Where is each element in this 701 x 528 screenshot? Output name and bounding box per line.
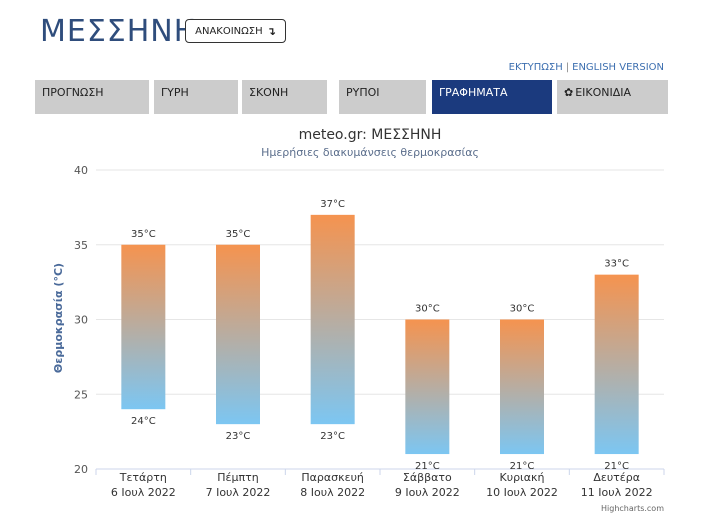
chart-title: meteo.gr: ΜΕΣΣΗΝΗ bbox=[299, 127, 442, 143]
y-tick-label: 35 bbox=[74, 239, 88, 252]
x-day-label: Κυριακή bbox=[500, 471, 545, 484]
high-temp-label: 30°C bbox=[415, 304, 440, 315]
tab-forecast[interactable]: ΠΡΟΓΝΩΣΗ bbox=[35, 80, 149, 114]
temperature-bars: 35°C 24°C 35°C 23°C 37°C 23°C 30°C 21°C 30°C 21°C… bbox=[121, 199, 639, 472]
tab-label: ΓΥΡΗ bbox=[161, 86, 189, 99]
arrow-down-return-icon: ↴ bbox=[266, 24, 276, 38]
x-date-label: 6 Ιουλ 2022 bbox=[111, 486, 176, 499]
tab-charts[interactable]: ΓΡΑΦΗΜΑΤΑ bbox=[432, 80, 552, 114]
y-axis-ticks: 20 25 30 35 40 bbox=[74, 164, 88, 476]
tab-label: ΕΙΚΟΝΙΔΙΑ bbox=[575, 86, 632, 99]
y-tick-label: 30 bbox=[74, 314, 88, 327]
x-date-label: 7 Ιουλ 2022 bbox=[206, 486, 271, 499]
low-temp-label: 21°C bbox=[415, 461, 440, 472]
y-tick-label: 40 bbox=[74, 164, 88, 177]
low-temp-label: 23°C bbox=[226, 431, 251, 442]
low-temp-label: 23°C bbox=[320, 431, 345, 442]
x-date-label: 10 Ιουλ 2022 bbox=[486, 486, 558, 499]
high-temp-label: 35°C bbox=[131, 229, 156, 240]
x-axis-labels: Τετάρτη 6 Ιουλ 2022 Πέμπτη 7 Ιουλ 2022 Παρασ… bbox=[95, 469, 665, 499]
tab-label: ΡΥΠΟΙ bbox=[346, 86, 380, 99]
low-temp-label: 21°C bbox=[604, 461, 629, 472]
x-date-label: 9 Ιουλ 2022 bbox=[395, 486, 460, 499]
y-tick-label: 25 bbox=[74, 388, 88, 401]
tab-pollen[interactable]: ΓΥΡΗ bbox=[154, 80, 238, 114]
tab-dust[interactable]: ΣΚΟΝΗ bbox=[242, 80, 327, 114]
announcement-label: ΑΝΑΚΟΙΝΩΣΗ bbox=[195, 25, 263, 37]
temperature-bar[interactable] bbox=[594, 274, 639, 455]
temperature-bar[interactable] bbox=[121, 244, 166, 410]
temperature-bar[interactable] bbox=[310, 214, 355, 425]
chart-subtitle: Ημερήσιες διακυμάνσεις θερμοκρασίας bbox=[261, 146, 479, 159]
x-day-label: Παρασκευή bbox=[301, 471, 364, 484]
x-day-label: Πέμπτη bbox=[217, 471, 258, 484]
high-temp-label: 35°C bbox=[226, 229, 251, 240]
high-temp-label: 30°C bbox=[510, 304, 535, 315]
print-link[interactable]: ΕΚΤΥΠΩΣΗ bbox=[508, 62, 563, 73]
tab-widgets[interactable]: ✿ ΕΙΚΟΝΙΔΙΑ bbox=[557, 80, 668, 114]
chart-credits[interactable]: Highcharts.com bbox=[601, 504, 664, 513]
y-axis-label: Θερμοκρασία (°C) bbox=[52, 263, 65, 373]
gear-icon: ✿ bbox=[564, 86, 574, 99]
low-temp-label: 24°C bbox=[131, 416, 156, 427]
grid-lines bbox=[96, 169, 664, 470]
high-temp-label: 37°C bbox=[320, 199, 345, 210]
top-links: ΕΚΤΥΠΩΣΗ | ENGLISH VERSION bbox=[509, 62, 664, 73]
link-separator: | bbox=[565, 62, 570, 73]
tab-pollutants[interactable]: ΡΥΠΟΙ bbox=[339, 80, 426, 114]
temperature-bar[interactable] bbox=[216, 244, 260, 425]
y-tick-label: 20 bbox=[74, 463, 88, 476]
tab-label: ΠΡΟΓΝΩΣΗ bbox=[42, 86, 104, 99]
temperature-bar[interactable] bbox=[500, 319, 544, 455]
x-date-label: 11 Ιουλ 2022 bbox=[581, 486, 653, 499]
announcement-button[interactable]: ΑΝΑΚΟΙΝΩΣΗ ↴ bbox=[185, 19, 286, 43]
x-day-label: Δευτέρα bbox=[593, 471, 640, 484]
english-version-link[interactable]: ENGLISH VERSION bbox=[572, 62, 664, 73]
x-day-label: Τετάρτη bbox=[119, 471, 167, 484]
x-date-label: 8 Ιουλ 2022 bbox=[300, 486, 365, 499]
high-temp-label: 33°C bbox=[604, 259, 629, 270]
temperature-bar[interactable] bbox=[405, 319, 450, 455]
tab-label: ΓΡΑΦΗΜΑΤΑ bbox=[439, 86, 508, 99]
x-day-label: Σάββατο bbox=[403, 471, 452, 484]
tab-label: ΣΚΟΝΗ bbox=[249, 86, 289, 99]
page-title: ΜΕΣΣΗΝΗ bbox=[40, 14, 198, 49]
low-temp-label: 21°C bbox=[510, 461, 535, 472]
